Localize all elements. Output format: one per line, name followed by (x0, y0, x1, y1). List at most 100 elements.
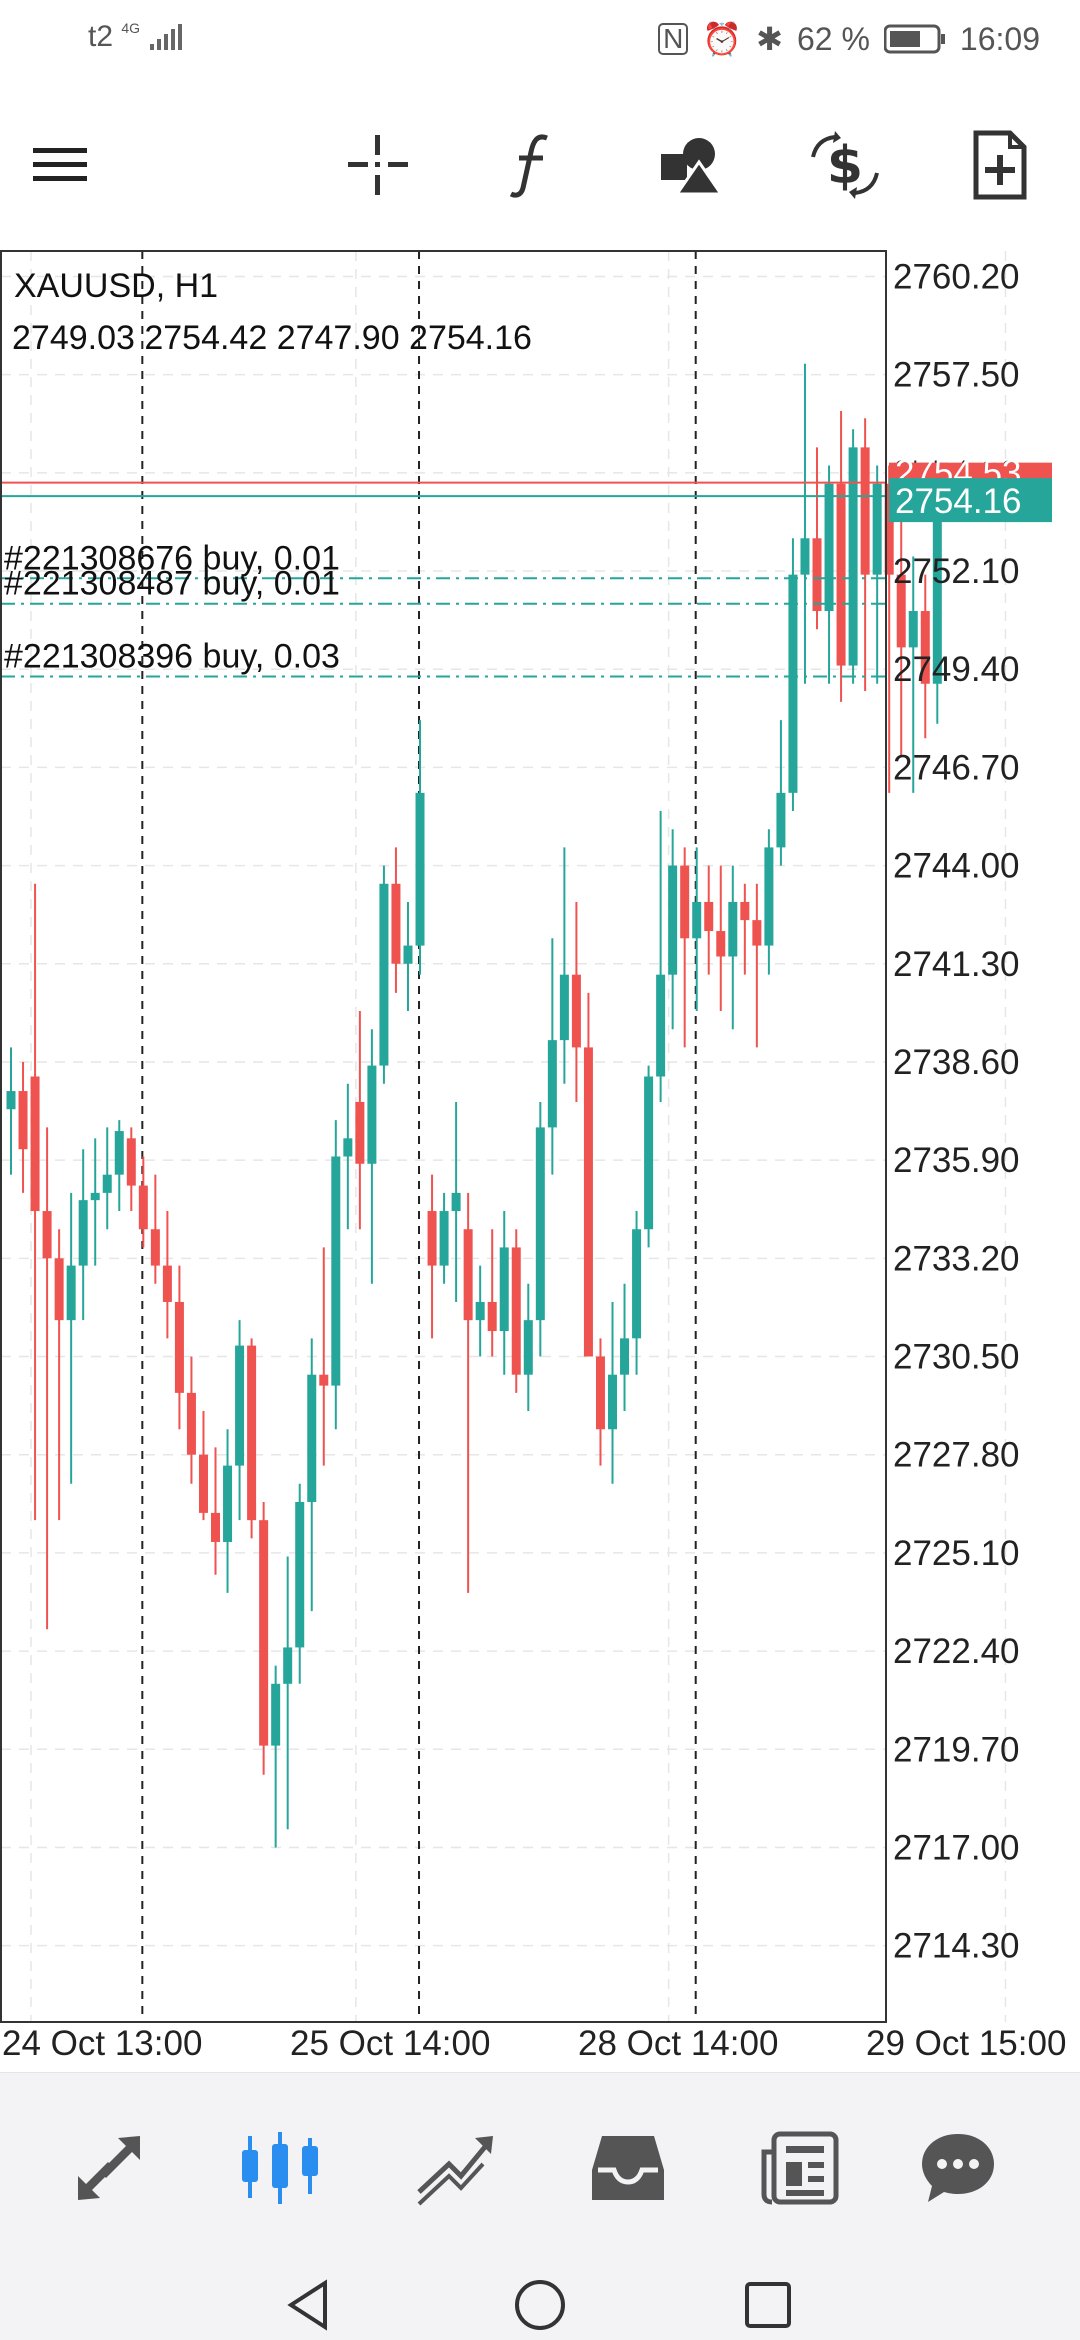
candle-body (475, 1301, 485, 1321)
nav-trade[interactable] (400, 2113, 510, 2223)
crosshair-icon (348, 135, 408, 195)
candle-body (776, 792, 786, 848)
time-tick-label: 28 Oct 14:00 (578, 2024, 778, 2063)
menu-button[interactable] (15, 120, 105, 210)
price-tick-label: 2749.40 (893, 650, 1020, 689)
candle-body (680, 865, 690, 939)
candle-body (764, 847, 774, 946)
function-icon (509, 134, 548, 198)
chart-icon (242, 2132, 318, 2204)
svg-text:$: $ (827, 136, 863, 196)
candle-body (319, 1374, 329, 1386)
price-tick-label: 2730.50 (893, 1338, 1020, 1377)
nav-quotes[interactable] (55, 2113, 165, 2223)
candle-body (704, 901, 714, 932)
nav-news[interactable] (745, 2113, 855, 2223)
time-tick-label: 29 Oct 15:00 (866, 2024, 1066, 2063)
candle-body (499, 1247, 509, 1332)
order-label: #221308676 buy, 0.01 (4, 539, 340, 577)
candle-body (583, 1047, 593, 1357)
recents-icon (745, 2282, 791, 2328)
candle-body (403, 945, 413, 964)
symbol-label: XAUUSD, H1 (14, 267, 218, 305)
objects-button[interactable] (645, 120, 735, 210)
price-tick-label: 2735.90 (893, 1141, 1020, 1180)
price-tick-label: 2741.30 (893, 945, 1020, 984)
candle-body (836, 483, 846, 666)
crosshair-button[interactable] (333, 120, 423, 210)
chart-toolbar: $ (0, 100, 1080, 230)
candle-body (439, 1211, 449, 1266)
history-icon (592, 2136, 664, 2200)
candle-body (668, 865, 678, 975)
candle-body (331, 1156, 341, 1386)
candle-body (6, 1091, 16, 1110)
bid-price-label: 2754.16 (895, 482, 1022, 521)
home-button[interactable] (505, 2270, 575, 2340)
news-icon (761, 2131, 839, 2205)
price-tick-label: 2719.70 (893, 1730, 1020, 1769)
candles (6, 363, 942, 1848)
candle-body (343, 1138, 353, 1157)
candle-body (379, 883, 389, 1066)
candle-body (752, 920, 762, 946)
candle-body (848, 447, 858, 666)
candle-body (18, 1091, 28, 1150)
new-order-button[interactable] (955, 120, 1045, 210)
nfc-icon: N (658, 23, 689, 55)
candle-body (355, 1101, 365, 1164)
quotes-icon (78, 2136, 140, 2200)
candle-body (608, 1374, 617, 1430)
candle-body (54, 1258, 64, 1321)
candle-body (150, 1229, 160, 1266)
candle-body (511, 1247, 521, 1375)
bluetooth-icon: ✱ (756, 21, 783, 57)
indicators-button[interactable] (488, 120, 578, 210)
candle-body (126, 1138, 136, 1186)
candle-body (30, 1076, 40, 1212)
candle-body (211, 1512, 221, 1542)
system-navigation (0, 2262, 1080, 2340)
price-tick-label: 2733.20 (893, 1239, 1020, 1278)
carrier-label: t2 (88, 20, 114, 53)
candle-body (656, 974, 666, 1077)
bid-price-badge (889, 478, 1052, 523)
back-icon (287, 2279, 327, 2331)
candle-body (259, 1520, 269, 1746)
price-tick-label: 2760.20 (893, 257, 1020, 296)
candle-body (307, 1374, 317, 1502)
candle-body (788, 574, 798, 793)
candle-body (415, 792, 425, 946)
order-labels: #221308676 buy, 0.01#221308487 buy, 0.01… (4, 539, 340, 675)
candle-body (908, 611, 918, 648)
trade-button[interactable]: $ (800, 120, 890, 210)
new-document-icon (973, 130, 1027, 200)
candle-body (66, 1265, 76, 1321)
alarm-icon: ⏰ (702, 21, 743, 57)
back-button[interactable] (274, 2270, 344, 2340)
candle-body (367, 1065, 377, 1164)
candle-body (932, 496, 942, 684)
candle-body (42, 1211, 52, 1259)
nav-history[interactable] (573, 2113, 683, 2223)
price-tick-label: 2757.50 (893, 356, 1020, 395)
candle-body (138, 1185, 148, 1230)
candle-body (620, 1338, 630, 1375)
candle-body (283, 1647, 293, 1684)
order-label: #221308487 buy, 0.01 (4, 565, 340, 603)
nav-chart[interactable] (225, 2113, 335, 2223)
candle-body (114, 1131, 124, 1175)
nav-messages[interactable] (903, 2113, 1013, 2223)
candle-body (920, 611, 930, 684)
time-axis: 24 Oct 13:00 25 Oct 14:00 28 Oct 14:00 29 O… (2, 2024, 1066, 2063)
price-chart[interactable]: 2760.202757.502754.802752.102749.402746.… (0, 248, 1080, 2072)
candle-body (391, 883, 401, 964)
price-tick-label: 2752.10 (893, 552, 1020, 591)
candle-body (632, 1229, 642, 1339)
candle-body (547, 1040, 557, 1128)
candle-body (728, 901, 738, 957)
plot-frame (0, 250, 887, 2023)
price-tick-label: 2714.30 (893, 1927, 1020, 1966)
recents-button[interactable] (733, 2270, 803, 2340)
status-bar: t2 4G N ⏰ ✱ 62 % 16:09 (0, 0, 1080, 80)
